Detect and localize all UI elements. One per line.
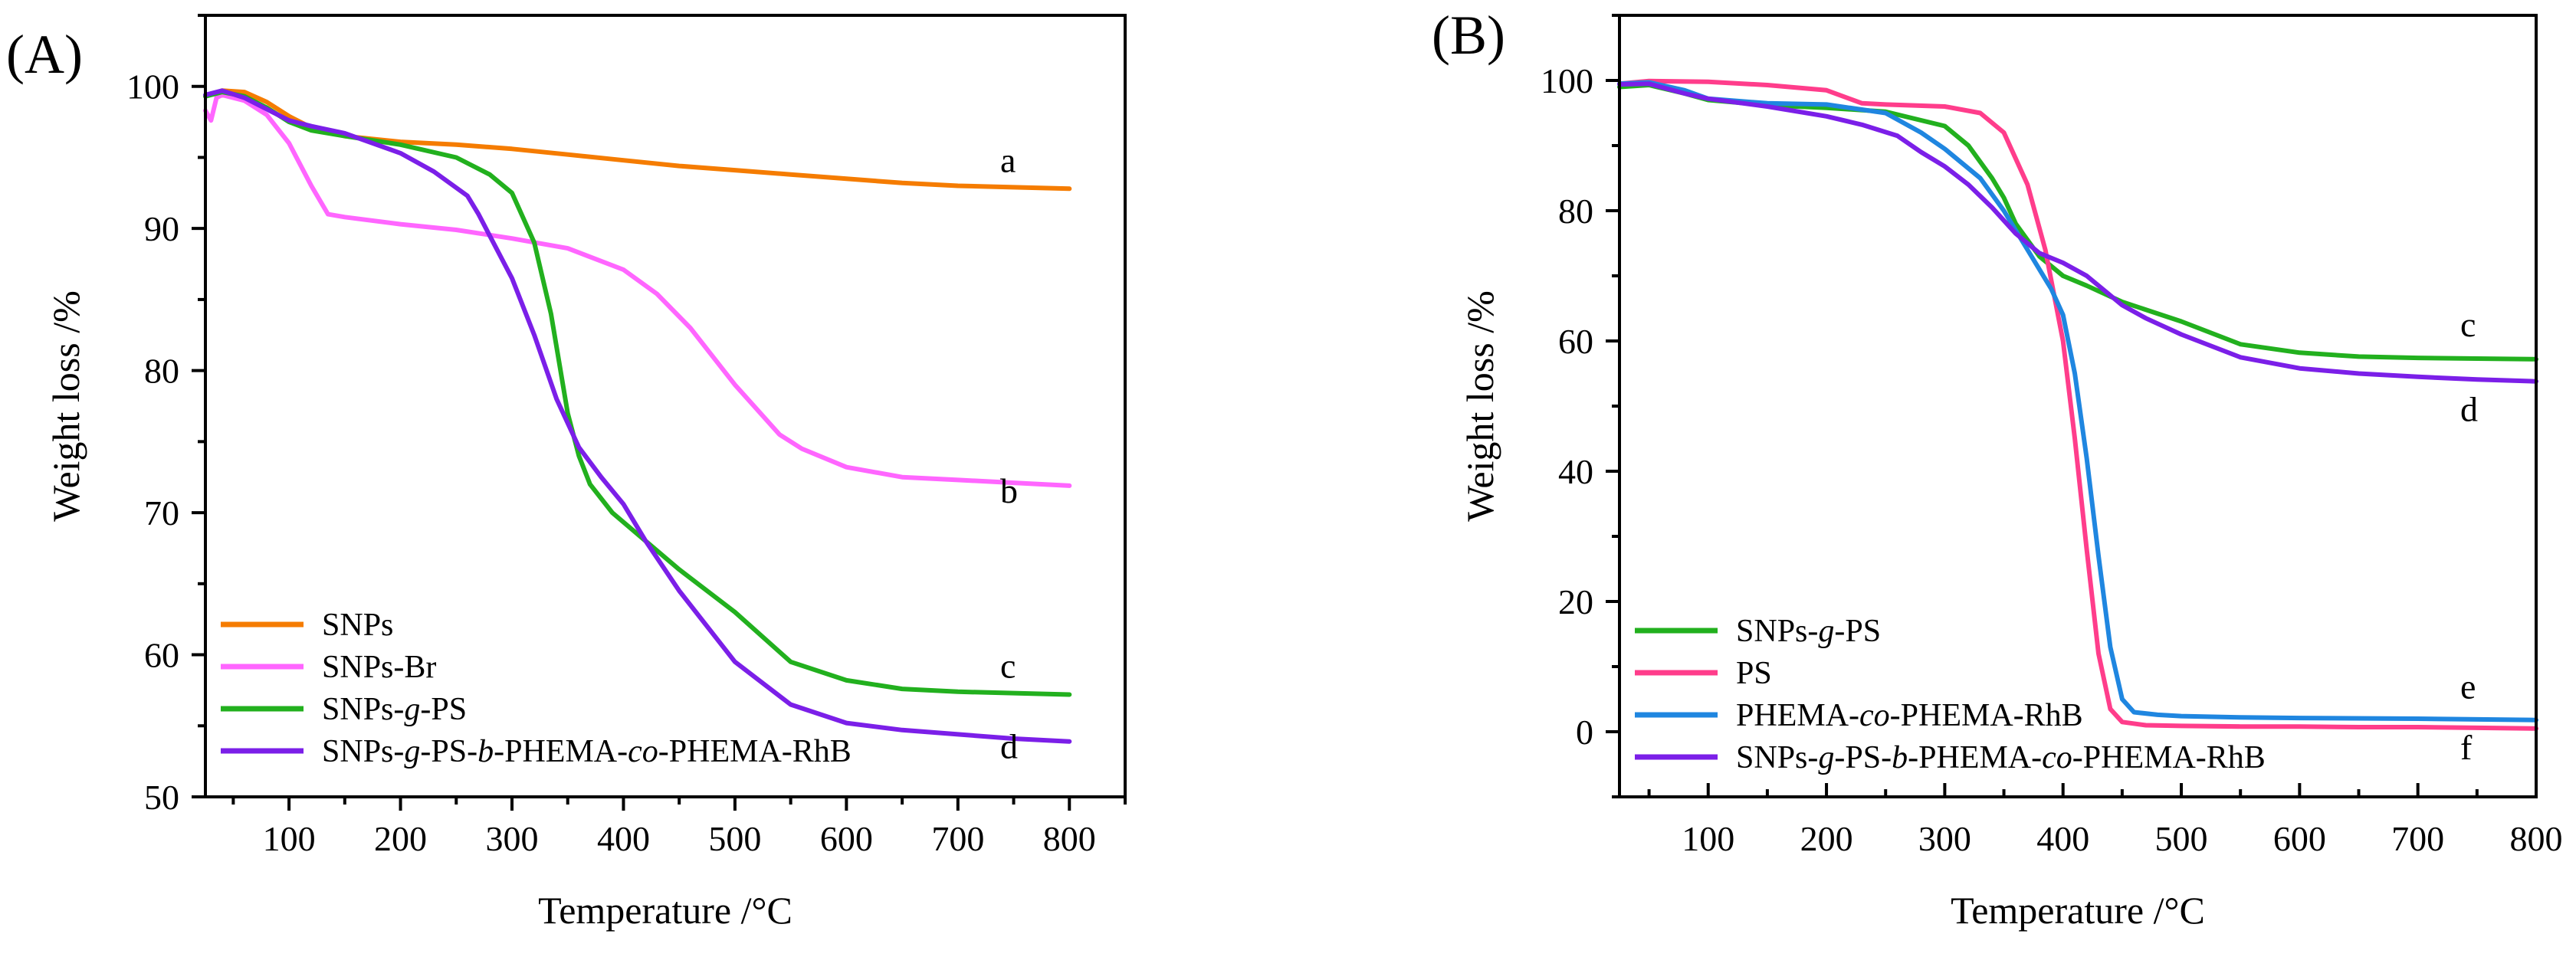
y-tick-label: 70: [144, 493, 179, 533]
series-line-b: [203, 92, 1072, 488]
series-line-f: [1617, 78, 2538, 731]
legend-label: SNPs-g-PS-b-PHEMA-co-PHEMA-RhB: [1736, 740, 2266, 775]
end-label-e: e: [2460, 667, 2476, 706]
end-label-a: a: [1000, 140, 1016, 179]
legend-label: PHEMA-co-PHEMA-RhB: [1736, 698, 2083, 733]
legend-label: PS: [1736, 656, 1772, 691]
end-label-d: d: [2460, 390, 2478, 429]
end-label-c: c: [1000, 646, 1016, 685]
series-line-d: [203, 88, 1072, 744]
x-tick-label: 300: [486, 819, 539, 858]
end-label-f: f: [2460, 728, 2473, 767]
x-tick-label: 400: [2036, 819, 2089, 858]
x-tick-label: 700: [931, 819, 984, 858]
x-tick-label: 600: [820, 819, 873, 858]
x-tick-label: 100: [263, 819, 316, 858]
x-tick-label: 500: [2155, 819, 2208, 858]
end-label-d: d: [1000, 727, 1018, 766]
panel-a: (A) 100 200 300 400 500 600 700 800 50 60 70 80 90 100…: [6, 14, 1127, 932]
y-axis-title: Weight loss /%: [44, 290, 87, 522]
y-tick-label: 60: [1558, 322, 1593, 361]
x-tick-label: 800: [1043, 819, 1096, 858]
y-axis-title: Weight loss /%: [1459, 290, 1501, 522]
panel-label: (B): [1432, 5, 1505, 66]
legend-label: SNPs-Br: [322, 650, 436, 685]
x-tick-label: 300: [1918, 819, 1971, 858]
y-tick-label: 60: [144, 636, 179, 675]
legend-label: SNPs: [322, 608, 393, 643]
y-tick-label: 50: [144, 778, 179, 817]
x-tick-label: 200: [1800, 819, 1853, 858]
series-line-c: [203, 90, 1072, 697]
x-axis-title: Temperature /°C: [538, 889, 792, 932]
x-tick-label: 800: [2510, 819, 2563, 858]
x-tick-label: 600: [2273, 819, 2326, 858]
legend-label: SNPs-g-PS-b-PHEMA-co-PHEMA-RhB: [322, 734, 852, 769]
end-label-c: c: [2460, 305, 2476, 344]
y-tick-label: 20: [1558, 582, 1593, 621]
y-tick-label: 80: [1558, 192, 1593, 231]
y-tick-label: 90: [144, 209, 179, 248]
panel-b: (B) 100 200 300 400 500 600 700 800 0 20 40 60 80 100 T…: [1432, 5, 2563, 932]
series-line-e: [1617, 80, 2538, 723]
x-tick-label: 700: [2391, 819, 2444, 858]
legend-label: SNPs-g-PS: [1736, 614, 1881, 649]
y-tick-label: 100: [1541, 61, 1593, 100]
series-line-d: [1617, 81, 2538, 384]
x-tick-label: 400: [597, 819, 650, 858]
series-line-a: [203, 88, 1072, 192]
x-tick-label: 100: [1682, 819, 1734, 858]
y-tick-label: 100: [126, 67, 179, 107]
end-label-b: b: [1000, 471, 1018, 510]
x-axis-title: Temperature /°C: [1951, 889, 2205, 932]
panel-label: (A): [6, 24, 83, 85]
y-tick-label: 40: [1558, 452, 1593, 491]
y-tick-label: 80: [144, 352, 179, 391]
x-tick-label: 200: [374, 819, 427, 858]
x-tick-label: 500: [708, 819, 761, 858]
y-tick-label: 0: [1576, 713, 1593, 752]
series-line-c: [1617, 83, 2538, 362]
legend-label: SNPs-g-PS: [322, 692, 467, 727]
plot-frame: [204, 14, 1127, 798]
